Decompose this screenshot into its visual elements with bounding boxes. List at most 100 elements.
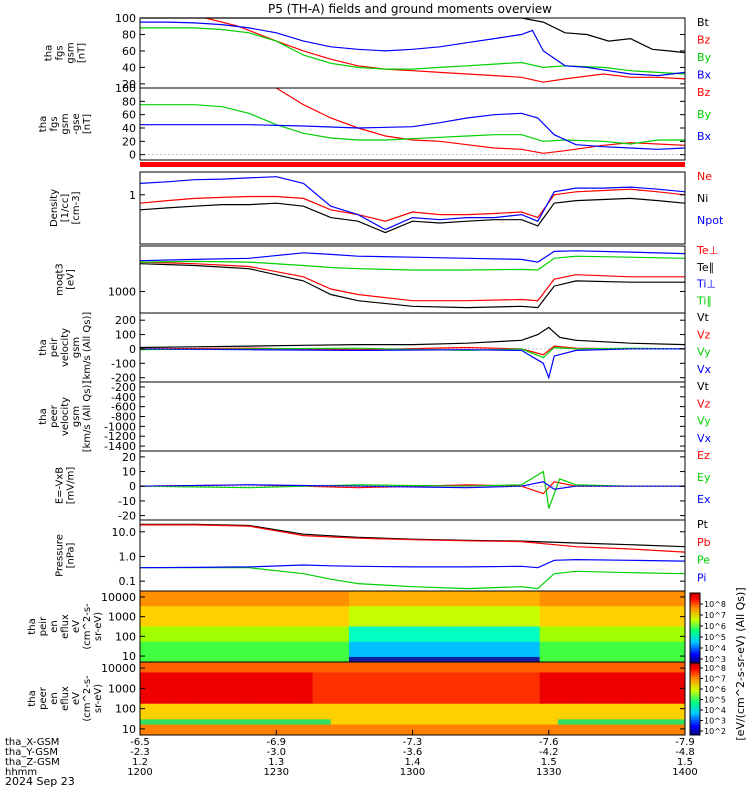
spectrogram-cell [212,729,223,736]
legend-Bz: Bz [697,86,711,99]
spectrogram-cell [385,677,395,684]
spectrogram-cell [630,646,641,653]
spectrogram-cell [158,611,168,617]
spectrogram-cell [203,682,214,689]
spectrogram-cell [612,682,622,689]
spectrogram-cell [612,698,622,705]
spectrogram-cell [412,693,423,699]
spectrogram-cell [585,616,595,622]
spectrogram-cell [149,667,159,673]
spectrogram-cell [376,688,386,694]
spectrogram-cell [530,611,541,617]
spectrogram-cell [294,672,304,679]
spectrogram-cell [330,651,341,658]
spectrogram-cell [276,641,286,648]
spectrogram-cell [376,636,386,643]
spectrogram-cell [330,631,341,638]
spectrogram-cell [330,641,341,648]
spectrogram-cell [548,708,559,715]
x-tick-label: -6.9 [266,737,286,748]
spectrogram-cell [239,621,250,627]
spectrogram-cell [230,719,241,726]
spectrogram-cell [176,626,186,633]
spectrogram-cell [485,601,495,607]
spectrogram-cell [467,611,477,617]
spectrogram-cell [303,651,314,658]
y-tick-label: 0 [129,480,136,493]
spectrogram-cell [503,677,513,684]
spectrogram-cell [539,724,550,731]
spectrogram-cell [585,601,595,607]
spectrogram-cell [321,714,332,720]
spectrogram-cell [548,698,559,705]
panel-frame [139,519,686,592]
spectrogram-cell [230,693,241,699]
spectrogram-cell [221,641,232,648]
spectrogram-cell [412,616,423,622]
spectrogram-cell [675,719,686,726]
spectrogram-cell [666,662,677,668]
series-ne [139,188,686,222]
spectrogram-cell [212,708,223,715]
spectrogram-cell [512,703,522,710]
spectrogram-cell [348,611,359,617]
spectrogram-cell [149,596,159,602]
spectrogram-cell [430,714,441,720]
spectrogram-cell [603,719,613,726]
spectrogram-cell [557,698,568,705]
spectrogram-cell [358,616,368,622]
spectrogram-cell [457,708,468,715]
spectrogram-cell [467,729,477,736]
spectrogram-cell [557,631,568,638]
spectrogram-cell [566,688,577,694]
spectrogram-cell [385,672,395,679]
spectrogram-cell [267,651,277,658]
spectrogram-cell [321,662,332,668]
spectrogram-cell [476,719,486,726]
spectrogram-cell [566,708,577,715]
spectrogram-cell [530,729,541,736]
spectrogram-cell [485,693,495,699]
spectrogram-cell [639,636,650,643]
spectrogram-cell [258,601,268,607]
spectrogram-cell [276,611,286,617]
spectrogram-cell [503,682,513,689]
spectrogram-cell [321,606,332,612]
spectrogram-cell [385,591,395,597]
spectrogram-cell [539,641,550,648]
spectrogram-cell [321,611,332,617]
spectrogram-cell [648,596,659,602]
spectrogram-cell [149,621,159,627]
spectrogram-cell [394,641,404,648]
spectrogram-cell [603,662,613,668]
spectrogram-cell [348,641,359,648]
spectrogram-cell [603,591,613,597]
spectrogram-cell [494,677,504,684]
panel-frame [139,171,686,245]
spectrogram-cell [594,601,604,607]
spectrogram-cell [603,616,613,622]
spectrogram-cell [557,606,568,612]
spectrogram-cell [421,606,432,612]
spectrogram-cell [258,621,268,627]
spectrogram-cell [303,631,314,638]
spectrogram-cell [503,672,513,679]
spectrogram-cell [321,688,332,694]
spectrogram-cell [539,672,550,679]
y-tick-label: 1000 [108,611,136,624]
spectrogram-cell [312,606,323,612]
colorbar-tick-label: 10^8 [704,664,726,673]
spectrogram-cell [339,698,350,705]
spectrogram-cell [367,662,377,668]
spectrogram-cell [230,708,241,715]
spectrogram-cell [312,616,323,622]
spectrogram-cell [594,606,604,612]
spectrogram-cell [666,621,677,627]
legend-Ti∥: Ti∥ [696,294,712,307]
spectrogram-cell [576,662,586,668]
spectrogram-cell [394,646,404,653]
spectrogram-cell [457,693,468,699]
spectrogram-cell [430,662,441,668]
spectrogram-cell [557,693,568,699]
spectrogram-cell [539,693,550,699]
